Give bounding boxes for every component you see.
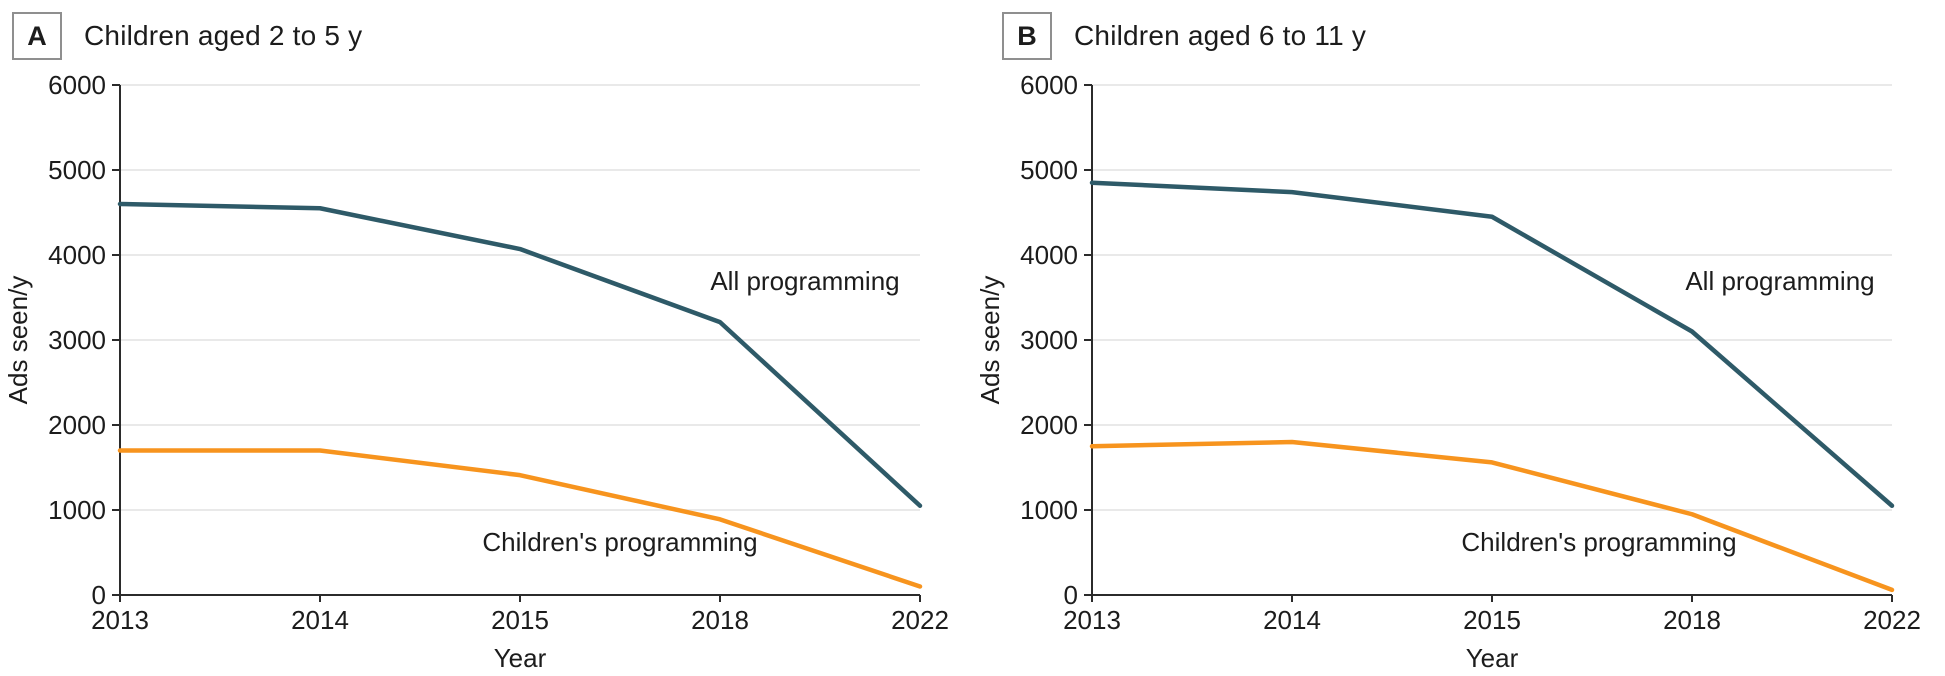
panel-b-badge: B [1002,12,1052,60]
y-tick-label: 2000 [48,410,106,440]
x-tick-label: 2014 [291,605,349,635]
x-tick-label: 2015 [491,605,549,635]
x-tick-label: 2022 [1863,605,1921,635]
panel-b-chart: 0 1000 2000 3000 4000 5000 6000 2013 2014 2015 201… [975,70,1921,673]
y-tick-label: 5000 [1020,155,1078,185]
panel-b: B Children aged 6 to 11 y 0 1000 2000 3000 4… [972,0,1944,673]
series-line-all-programming [1089,180,1895,508]
y-tick-label: 0 [1064,580,1078,610]
series-annotation: Children's programming [1461,527,1736,557]
x-axis-title: Year [494,643,547,673]
panel-b-title: Children aged 6 to 11 y [1074,20,1367,51]
series-line-children-s-programming [117,448,923,589]
y-tick-label: 4000 [48,240,106,270]
series-annotation: All programming [710,266,899,296]
y-axis-title: Ads seen/y [975,276,1005,405]
y-tick-label: 1000 [48,495,106,525]
y-tick-label: 6000 [48,70,106,100]
panel-b-header: B Children aged 6 to 11 y [972,0,1944,64]
y-tick-label: 1000 [1020,495,1078,525]
y-tick-label: 3000 [1020,325,1078,355]
panel-a-badge: A [12,12,62,60]
y-tick-label: 0 [92,580,106,610]
x-axis-title: Year [1466,643,1519,673]
panel-a: A Children aged 2 to 5 y 0 1000 2000 3000 40… [0,0,972,673]
series-line-children-s-programming [1089,439,1895,593]
series-annotation: Children's programming [482,527,757,557]
series-line-all-programming [117,201,923,508]
y-tick-label: 2000 [1020,410,1078,440]
y-axis-title: Ads seen/y [3,276,33,405]
y-tick-label: 3000 [48,325,106,355]
panel-a-title: Children aged 2 to 5 y [84,20,363,51]
x-tick-label: 2015 [1463,605,1521,635]
series-annotation: All programming [1685,266,1874,296]
y-tick-label: 4000 [1020,240,1078,270]
panel-a-chart: 0 1000 2000 3000 4000 5000 6000 2013 2014 2015 201… [3,70,949,673]
y-tick-label: 6000 [1020,70,1078,100]
x-tick-label: 2013 [1063,605,1121,635]
x-tick-label: 2014 [1263,605,1321,635]
y-tick-label: 5000 [48,155,106,185]
x-tick-label: 2018 [1663,605,1721,635]
x-tick-label: 2013 [91,605,149,635]
x-tick-label: 2018 [691,605,749,635]
x-tick-label: 2022 [891,605,949,635]
panel-a-header: A Children aged 2 to 5 y [0,0,972,64]
